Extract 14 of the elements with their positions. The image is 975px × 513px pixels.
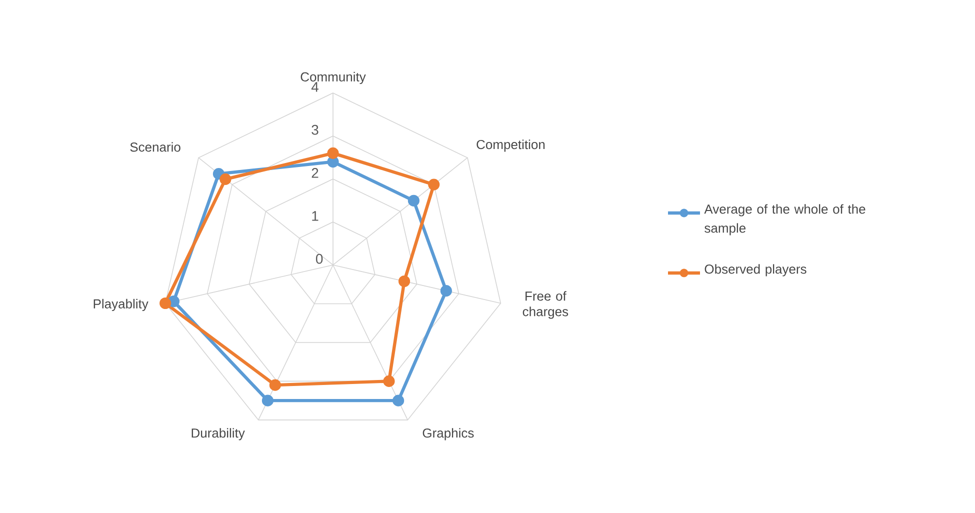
y-tick-label: 1 [312, 211, 318, 221]
spoke-label: Community [300, 72, 366, 84]
spoke-label: Graphics [422, 428, 474, 440]
y-tick-label: 0 [316, 254, 323, 264]
y-tick-label: 3 [312, 124, 318, 135]
spoke-label: Scenario [130, 142, 180, 152]
spoke-label: Playablity [94, 298, 148, 312]
legend-label: Observed players [704, 264, 806, 276]
y-tick-label: 2 [312, 168, 318, 178]
spoke-label: Competition [476, 140, 545, 152]
legend-label: Average of the whole of the sample [704, 204, 866, 236]
spoke-label: Free of charges [522, 291, 568, 319]
spoke-label: Durability [192, 428, 245, 440]
y-tick-label: 4 [311, 82, 318, 92]
